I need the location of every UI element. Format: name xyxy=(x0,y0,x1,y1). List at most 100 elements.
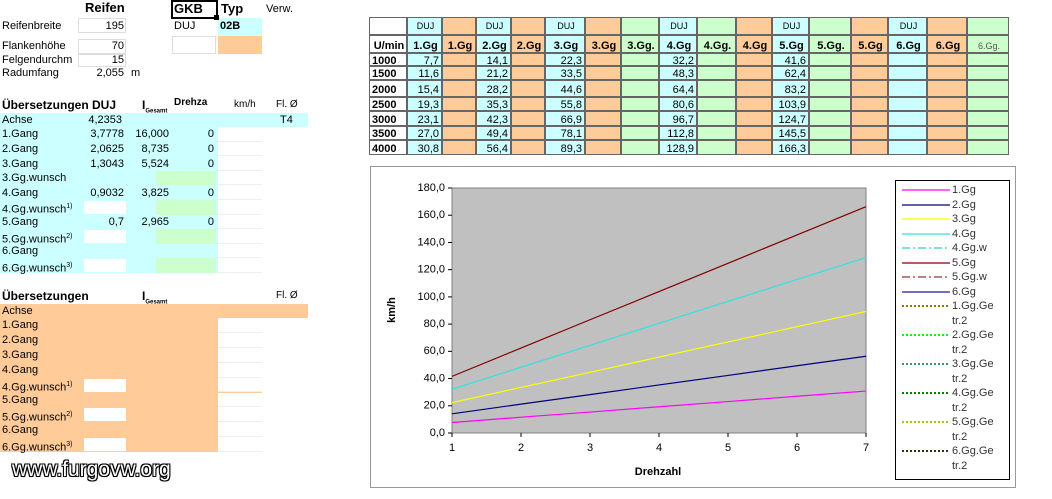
table-cell xyxy=(659,35,697,53)
table-cell xyxy=(697,80,736,97)
cell xyxy=(218,347,262,363)
legend-swatch xyxy=(902,363,950,365)
table-cell xyxy=(511,111,545,126)
corner-handle xyxy=(214,15,219,20)
table-cell xyxy=(407,80,442,97)
footnote: 3) xyxy=(66,261,73,269)
footnote: 1) xyxy=(66,381,73,388)
table-cell xyxy=(967,35,1009,53)
cell-value: 2,965 xyxy=(141,215,169,228)
table-cell xyxy=(545,97,585,111)
legend-swatch xyxy=(902,392,950,394)
table-cell xyxy=(697,66,736,80)
table-cell xyxy=(511,140,545,155)
table-value: 78,1 xyxy=(560,128,582,140)
table-cell xyxy=(442,66,476,80)
cell xyxy=(218,141,262,157)
table-cell xyxy=(407,97,442,111)
table-value: 41,6 xyxy=(784,54,806,67)
table-value: 89,3 xyxy=(560,142,582,155)
legend-label: 5.Gg.w xyxy=(952,271,987,283)
cell xyxy=(218,127,262,142)
cell xyxy=(218,377,262,393)
series-line xyxy=(451,310,867,404)
x-tick-label: 5 xyxy=(725,442,731,454)
table-header: 5.Gg. xyxy=(817,40,845,52)
table-header: 3.Gg xyxy=(591,40,617,52)
table-cell xyxy=(697,111,736,126)
header: Drehza xyxy=(174,97,208,108)
table-value: 166,3 xyxy=(778,142,806,155)
table-group: DUJ xyxy=(670,21,688,31)
legend-label: 1.Gg xyxy=(952,184,976,196)
cell-value: 8,735 xyxy=(141,142,169,155)
table-cell xyxy=(659,111,697,126)
table-cell xyxy=(585,17,621,35)
table-cell xyxy=(967,97,1009,111)
table-cell xyxy=(407,126,442,140)
cell xyxy=(78,18,126,33)
table-value: 15,4 xyxy=(417,83,439,96)
legend-swatch xyxy=(902,189,950,191)
table-cell xyxy=(772,140,809,155)
legend-label: 6.Gg xyxy=(952,285,976,298)
legend-swatch xyxy=(902,203,950,206)
table-cell xyxy=(659,53,697,66)
table-cell xyxy=(772,111,809,126)
table-cell xyxy=(736,35,772,53)
table-cell xyxy=(736,80,772,97)
cell-value: 4,2353 xyxy=(88,114,122,126)
table-cell xyxy=(476,80,511,97)
x-tick-label: 7 xyxy=(863,442,869,454)
y-tick-label: 40,0 xyxy=(424,372,445,384)
table-cell xyxy=(772,17,809,35)
table-value: 35,3 xyxy=(486,99,508,111)
table-cell xyxy=(407,140,442,155)
legend-swatch xyxy=(902,450,950,452)
plot-area xyxy=(451,187,867,434)
table-cell xyxy=(927,66,967,80)
table-cell xyxy=(772,126,809,140)
table-cell xyxy=(809,97,851,111)
table-cell xyxy=(369,66,407,80)
table-cell xyxy=(442,111,476,126)
table-cell xyxy=(442,35,476,53)
section-bg xyxy=(262,113,308,127)
table-header: U/min xyxy=(373,40,405,52)
gkb-box xyxy=(171,0,218,19)
row-label: 1000 xyxy=(372,54,397,67)
legend-swatch xyxy=(902,421,950,423)
table-cell xyxy=(927,111,967,126)
table-cell xyxy=(369,80,407,97)
legend-label: 2.Gg xyxy=(952,198,976,211)
table-cell xyxy=(585,66,621,80)
legend-entry: 4.Gg xyxy=(900,227,1009,242)
cell-value: 0 xyxy=(207,157,214,170)
cell xyxy=(218,36,262,54)
table-cell xyxy=(442,140,476,155)
table-cell xyxy=(476,140,511,155)
table-value: 62,4 xyxy=(784,68,806,80)
section-title: Übersetzungen xyxy=(2,289,89,303)
table-cell xyxy=(967,140,1009,155)
table-cell xyxy=(511,35,545,53)
legend-entry: 4.Gg.Getr.2 xyxy=(900,386,1009,415)
table-cell xyxy=(621,53,659,66)
row-label: Achse xyxy=(2,114,33,126)
table-value: 128,9 xyxy=(666,142,694,155)
footnote: 2) xyxy=(66,410,73,418)
table-cell xyxy=(511,80,545,97)
y-tick-label: 140,0 xyxy=(417,236,445,248)
legend-entry: 1.Gg.Getr.2 xyxy=(900,299,1009,328)
table-cell xyxy=(659,66,697,80)
table-group: DUJ xyxy=(899,21,918,31)
table-cell xyxy=(967,53,1009,66)
cell xyxy=(218,407,262,423)
legend-entry: 2.Gg xyxy=(900,198,1009,213)
table-value: 42,3 xyxy=(486,113,508,126)
table-cell xyxy=(967,66,1009,80)
table-header: 2.Gg xyxy=(516,40,542,52)
table-cell xyxy=(888,66,927,80)
cell xyxy=(84,230,126,244)
cell xyxy=(218,156,262,171)
